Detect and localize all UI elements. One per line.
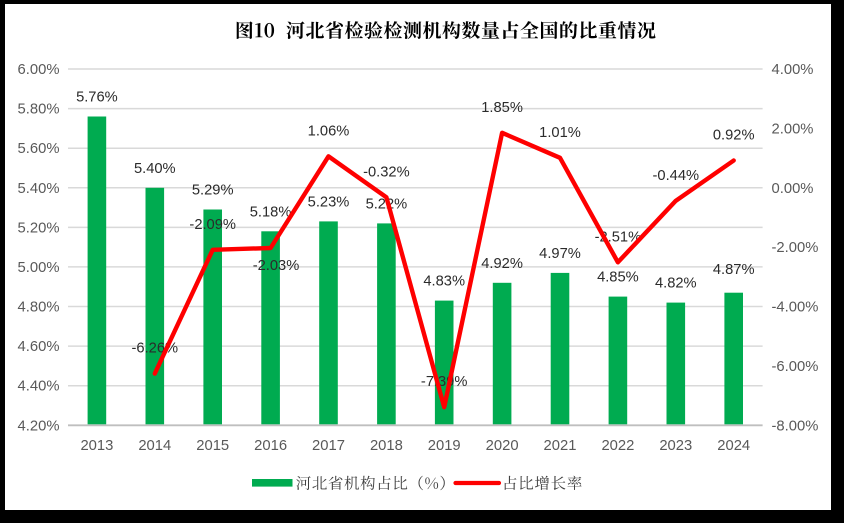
svg-text:-0.44%: -0.44% (653, 168, 700, 184)
svg-text:-2.09%: -2.09% (189, 217, 236, 233)
svg-text:1.06%: 1.06% (308, 123, 350, 139)
svg-text:4.40%: 4.40% (18, 379, 60, 395)
svg-text:5.29%: 5.29% (192, 183, 234, 199)
svg-text:-4.00%: -4.00% (772, 300, 819, 316)
svg-text:2023: 2023 (659, 438, 692, 454)
svg-text:5.20%: 5.20% (18, 220, 60, 236)
svg-text:-8.00%: -8.00% (772, 418, 819, 434)
svg-text:5.00%: 5.00% (18, 260, 60, 276)
svg-text:2018: 2018 (370, 438, 403, 454)
svg-text:-6.00%: -6.00% (772, 359, 819, 375)
svg-text:4.00%: 4.00% (772, 62, 814, 78)
svg-text:5.40%: 5.40% (134, 161, 176, 177)
svg-text:2016: 2016 (254, 438, 287, 454)
svg-text:2.00%: 2.00% (772, 121, 814, 137)
svg-text:4.85%: 4.85% (597, 270, 639, 286)
svg-text:5.18%: 5.18% (250, 204, 292, 220)
svg-text:4.82%: 4.82% (655, 276, 697, 292)
svg-text:0.00%: 0.00% (772, 181, 814, 197)
svg-text:2021: 2021 (544, 438, 577, 454)
svg-text:5.60%: 5.60% (18, 141, 60, 157)
svg-text:-2.00%: -2.00% (772, 240, 819, 256)
svg-text:2014: 2014 (138, 438, 171, 454)
svg-text:2020: 2020 (486, 438, 519, 454)
svg-text:4.83%: 4.83% (423, 274, 465, 290)
svg-text:4.92%: 4.92% (481, 256, 523, 272)
svg-text:2015: 2015 (196, 438, 229, 454)
svg-text:4.60%: 4.60% (18, 339, 60, 355)
svg-text:2013: 2013 (80, 438, 113, 454)
svg-text:2022: 2022 (601, 438, 634, 454)
svg-text:4.80%: 4.80% (18, 300, 60, 316)
svg-text:2024: 2024 (717, 438, 750, 454)
svg-text:4.20%: 4.20% (18, 418, 60, 434)
svg-text:1.01%: 1.01% (539, 125, 581, 141)
svg-text:-7.39%: -7.39% (421, 374, 468, 390)
svg-text:4.97%: 4.97% (539, 246, 581, 262)
svg-text:2019: 2019 (428, 438, 461, 454)
svg-text:2017: 2017 (312, 438, 345, 454)
svg-text:5.76%: 5.76% (76, 90, 118, 106)
svg-text:5.23%: 5.23% (308, 194, 350, 210)
svg-text:4.87%: 4.87% (713, 262, 755, 278)
svg-text:0.92%: 0.92% (713, 128, 755, 144)
svg-text:5.40%: 5.40% (18, 181, 60, 197)
svg-text:1.85%: 1.85% (481, 100, 523, 116)
svg-text:5.80%: 5.80% (18, 102, 60, 118)
svg-text:-2.03%: -2.03% (253, 258, 300, 274)
svg-text:-0.32%: -0.32% (363, 164, 410, 180)
svg-text:6.00%: 6.00% (18, 62, 60, 78)
